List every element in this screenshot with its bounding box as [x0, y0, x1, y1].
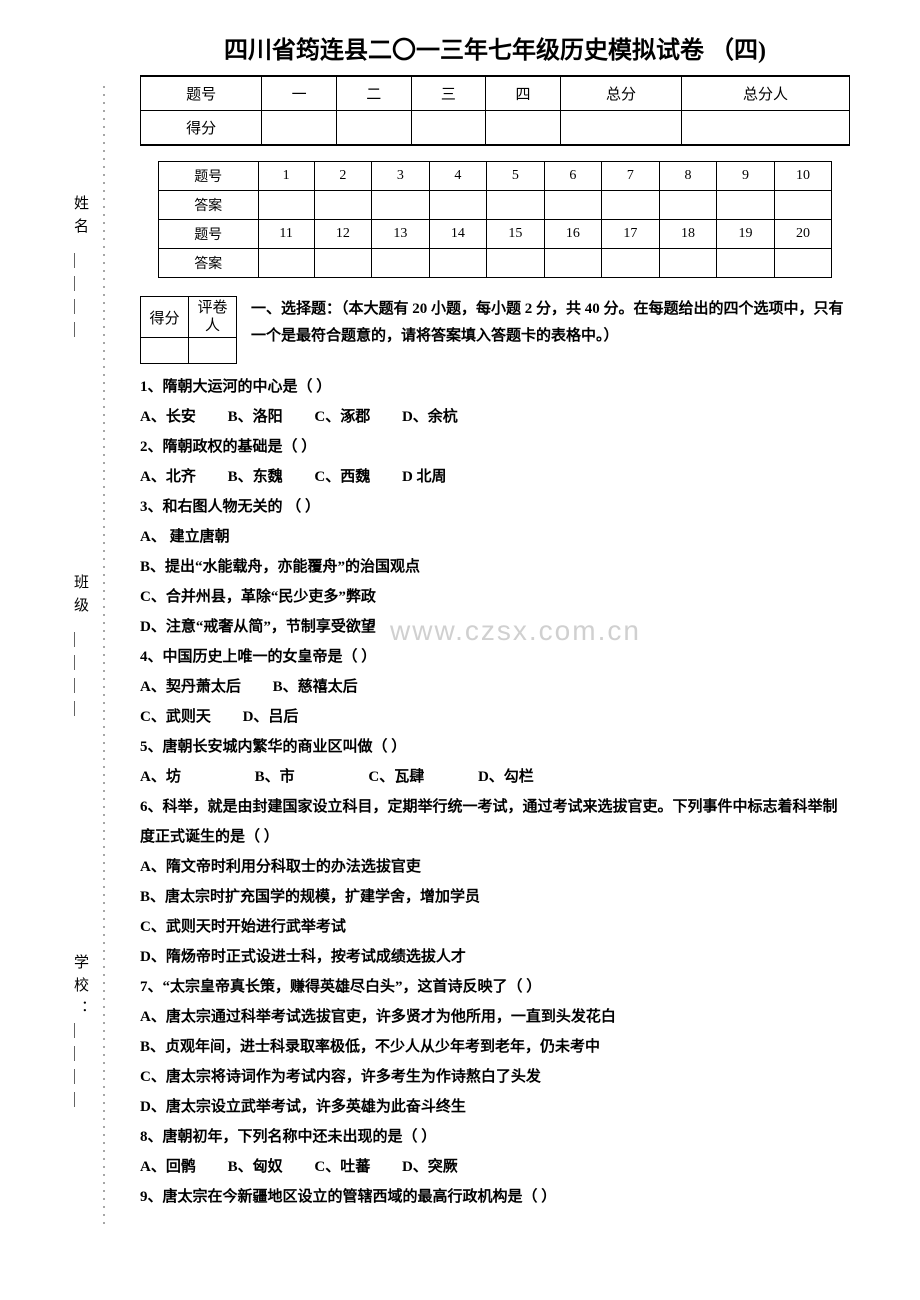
sidebar-class-label: 班级 ＿＿＿＿ [70, 574, 91, 724]
sidebar-name-label: 姓名 ＿＿＿＿ [70, 195, 91, 345]
page-title: 四川省筠连县二〇一三年七年级历史模拟试卷 （四) [140, 30, 850, 65]
question-5: 5、唐朝长安城内繁华的商业区叫做（ ） A、坊 B、市 C、瓦肆 D、勾栏 [140, 732, 850, 792]
question-4: 4、中国历史上唯一的女皇帝是（ ） A、契丹萧太后 B、慈禧太后 C、武则天 D… [140, 642, 850, 732]
question-6: 6、科举，就是由封建国家设立科目，定期举行统一考试，通过考试来选拔官吏。下列事件… [140, 792, 850, 972]
answer-sheet-table: 题号 1 2 3 4 5 6 7 8 9 10 答案 题号 11 12 [158, 161, 833, 278]
table-row: 题号 1 2 3 4 5 6 7 8 9 10 [158, 162, 832, 191]
question-8: 8、唐朝初年，下列名称中还未出现的是（ ） A、回鹘 B、匈奴 C、吐蕃 D、突… [140, 1122, 850, 1182]
table-row: 得分 [141, 111, 850, 146]
question-7: 7、“太宗皇帝真长策，赚得英雄尽白头”，这首诗反映了（ ） A、唐太宗通过科举考… [140, 972, 850, 1122]
question-3: 3、和右图人物无关的 （ ） A、 建立唐朝 B、提出“水能载舟，亦能覆舟”的治… [140, 492, 850, 642]
question-9: 9、唐太宗在今新疆地区设立的管辖西域的最高行政机构是（ ） [140, 1182, 850, 1212]
table-row: 题号 一 二 三 四 总分 总分人 [141, 76, 850, 111]
table-row: 答案 [158, 249, 832, 278]
grader-box: 得分 评卷人 [140, 296, 237, 364]
section-instructions: 一、选择题：（本大题有 20 小题，每小题 2 分，共 40 分。在每题给出的四… [251, 296, 850, 350]
score-summary-table: 题号 一 二 三 四 总分 总分人 得分 [140, 75, 850, 146]
table-row: 答案 [158, 191, 832, 220]
table-row: 题号 11 12 13 14 15 16 17 18 19 20 [158, 220, 832, 249]
binding-dots [100, 80, 108, 1230]
question-2: 2、隋朝政权的基础是（ ） A、北齐 B、东魏 C、西魏 D 北周 [140, 432, 850, 492]
question-1: 1、隋朝大运河的中心是（ ） A、长安 B、洛阳 C、涿郡 D、余杭 [140, 372, 850, 432]
sidebar-school-label: 学校：＿＿＿＿ [70, 954, 91, 1115]
binding-sidebar: 姓名 ＿＿＿＿ 班级 ＿＿＿＿ 学校：＿＿＿＿ [70, 80, 110, 1230]
